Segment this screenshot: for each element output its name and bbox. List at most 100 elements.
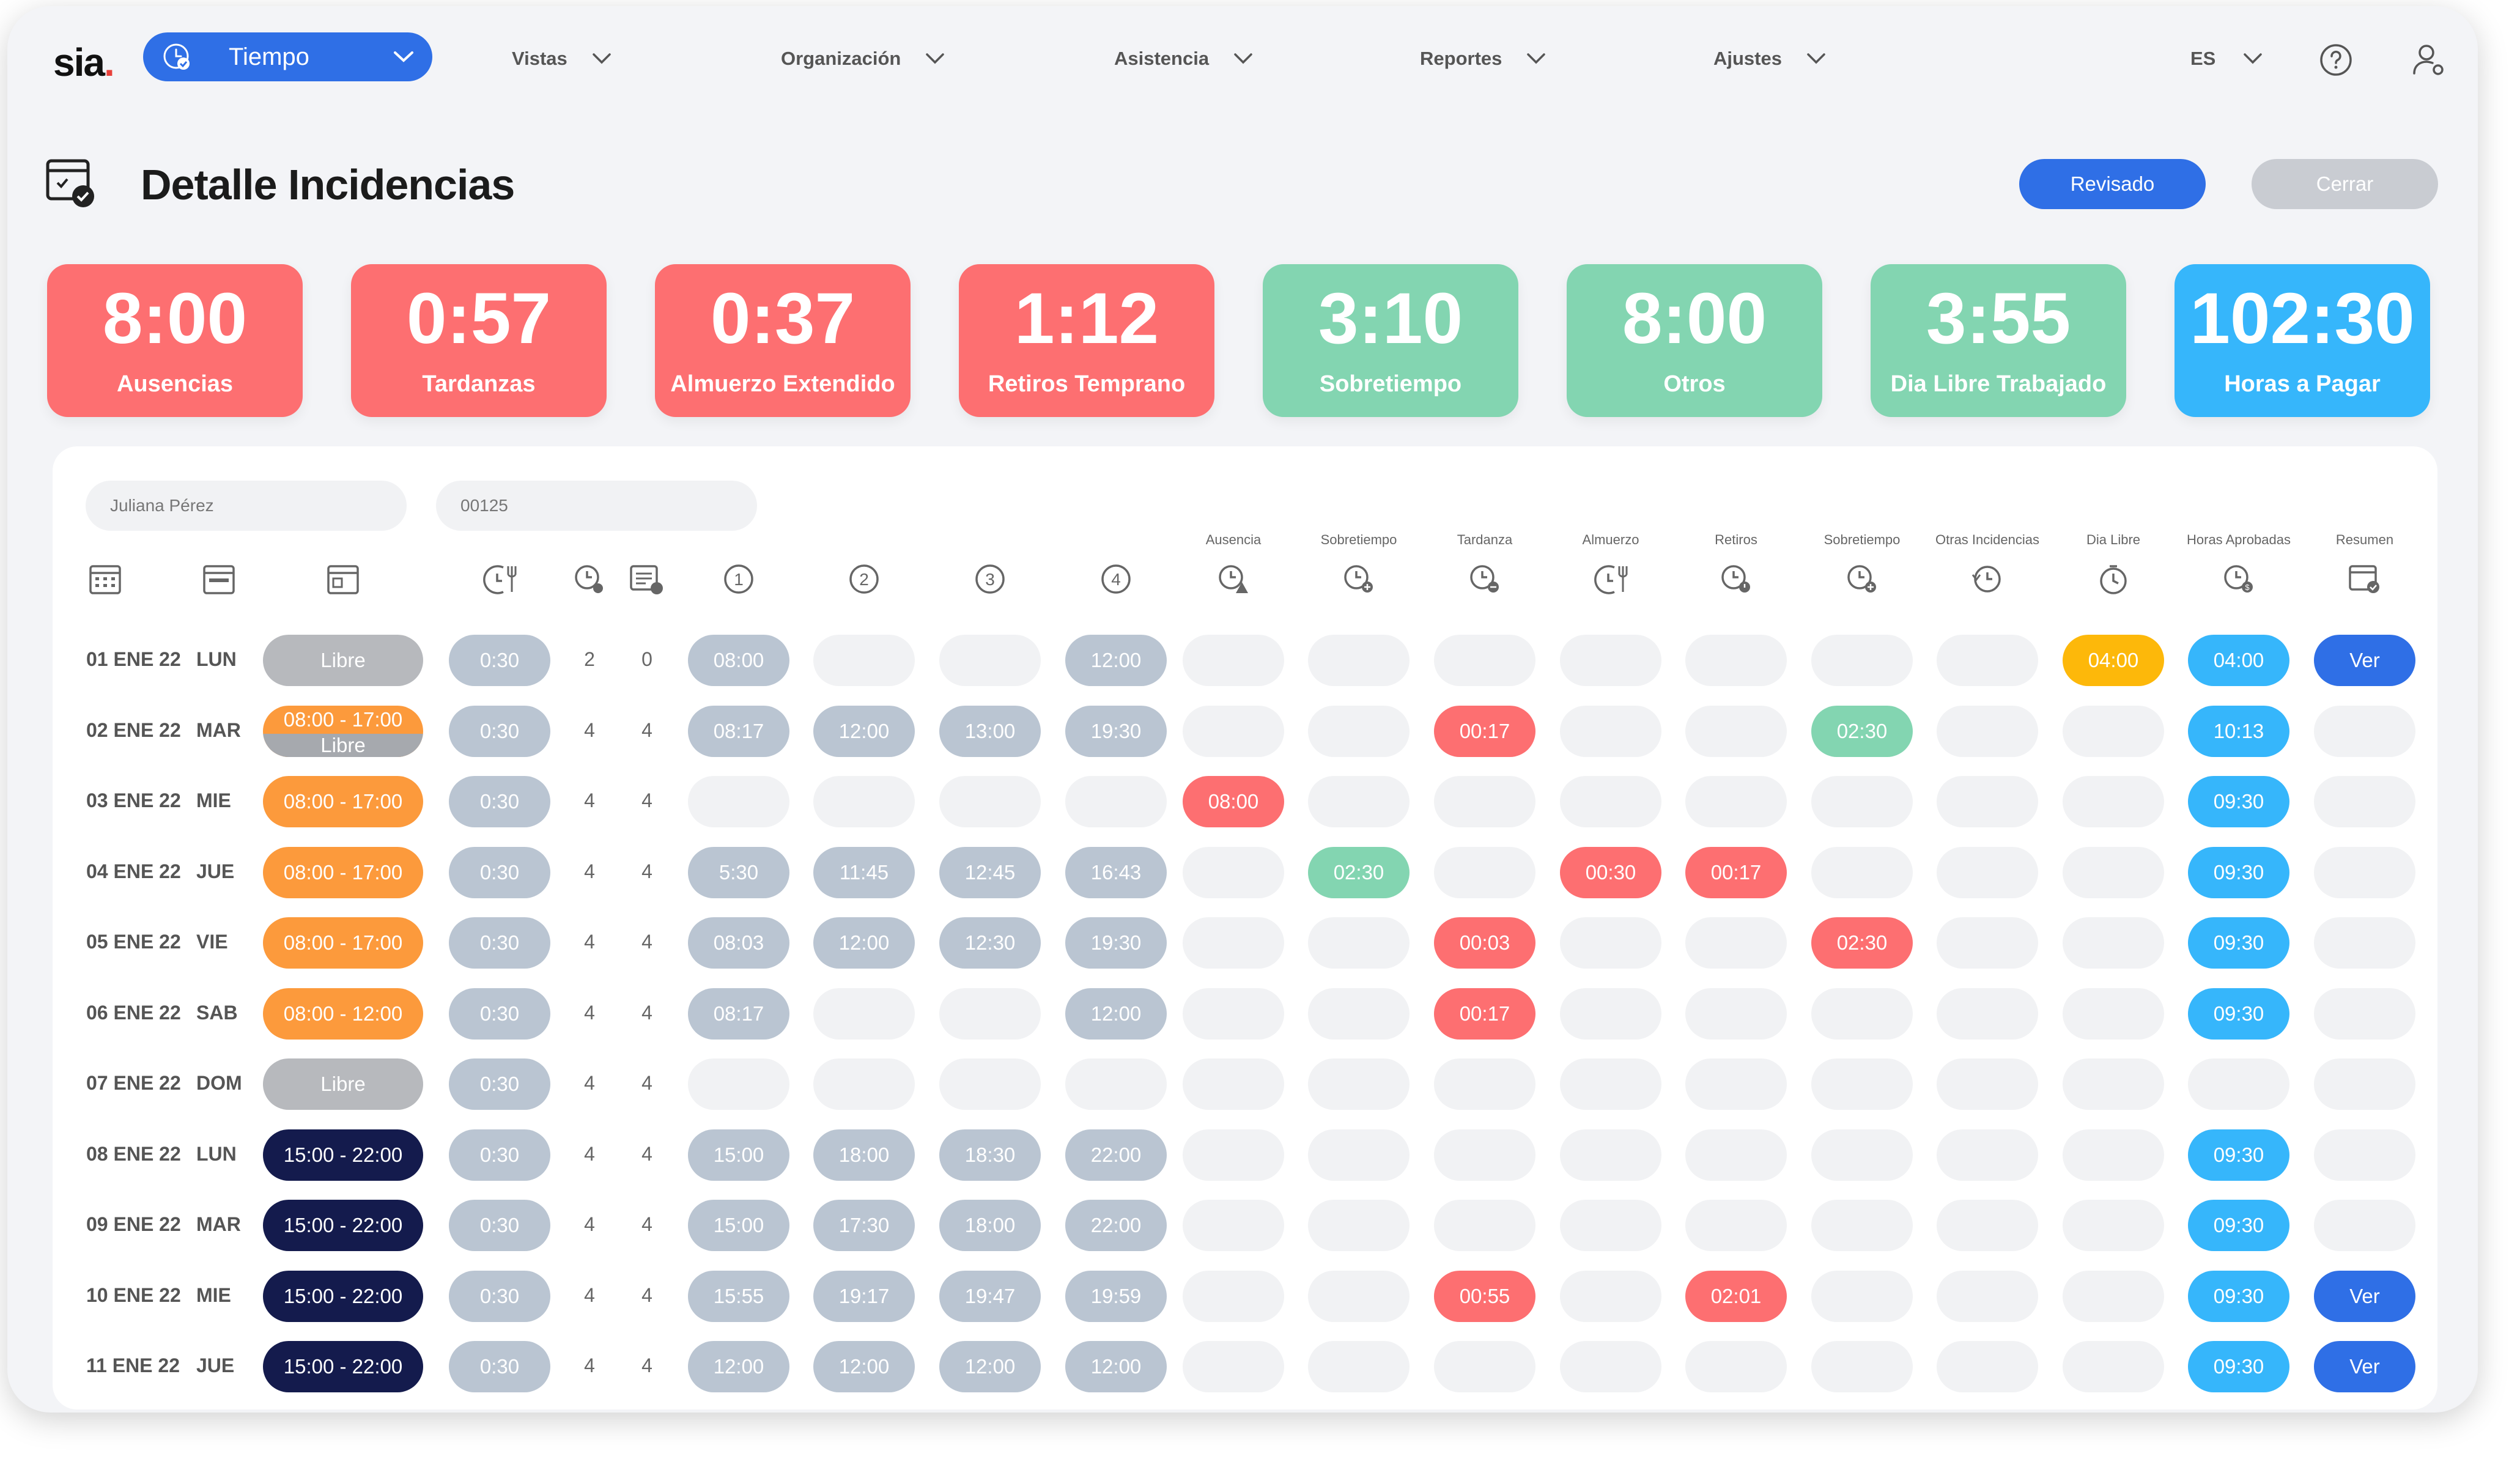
incidence-dia_libre[interactable]: 04:00: [2063, 635, 2164, 686]
clock-mark-3[interactable]: [939, 988, 1041, 1040]
incidence-sobretiempo2[interactable]: [1811, 776, 1913, 827]
incidence-dia_libre[interactable]: [2063, 988, 2164, 1040]
incidence-sobretiempo[interactable]: [1308, 1200, 1410, 1251]
incidence-tardanza[interactable]: [1434, 1129, 1535, 1181]
calendar-grid-icon[interactable]: [88, 563, 122, 596]
ver-button[interactable]: [2314, 1058, 2415, 1110]
nav-vistas[interactable]: Vistas: [512, 48, 612, 70]
incidence-otras[interactable]: [1937, 1129, 2038, 1181]
lunch-clock-icon[interactable]: [481, 563, 518, 596]
ver-button[interactable]: [2314, 988, 2415, 1040]
clock-mark-3[interactable]: 12:00: [939, 1341, 1041, 1392]
clock-warning-icon[interactable]: [1216, 563, 1251, 596]
incidence-horas[interactable]: 09:30: [2188, 988, 2289, 1040]
schedule-pill[interactable]: 15:00 - 22:00: [263, 1270, 423, 1322]
incidence-sobretiempo[interactable]: [1308, 635, 1410, 686]
incidence-otras[interactable]: [1937, 846, 2038, 898]
incidence-retiros[interactable]: [1685, 1200, 1787, 1251]
module-selector[interactable]: Tiempo: [143, 32, 432, 81]
incidence-ausencia[interactable]: [1183, 988, 1284, 1040]
incidence-otras[interactable]: [1937, 776, 2038, 827]
clock-mark-2[interactable]: [813, 776, 915, 827]
incidence-almuerzo[interactable]: [1560, 1200, 1661, 1251]
lunch-clock-icon[interactable]: [1592, 563, 1629, 596]
clock-history-icon[interactable]: [1970, 563, 2005, 596]
clock-mark-1[interactable]: [688, 776, 789, 827]
incidence-horas[interactable]: 09:30: [2188, 1200, 2289, 1251]
incidence-ausencia[interactable]: [1183, 705, 1284, 757]
incidence-otras[interactable]: [1937, 1058, 2038, 1110]
clock-mark-3[interactable]: 18:30: [939, 1129, 1041, 1181]
incidence-retiros[interactable]: 00:17: [1685, 846, 1787, 898]
incidence-sobretiempo[interactable]: [1308, 1341, 1410, 1392]
incidence-horas[interactable]: 04:00: [2188, 635, 2289, 686]
incidence-otras[interactable]: [1937, 917, 2038, 969]
incidence-ausencia[interactable]: [1183, 846, 1284, 898]
incidence-sobretiempo2[interactable]: [1811, 988, 1913, 1040]
schedule-pill[interactable]: 08:00 - 12:00: [263, 988, 423, 1040]
clock-mark-3[interactable]: [939, 1058, 1041, 1110]
clock-mark-4[interactable]: 12:00: [1065, 988, 1167, 1040]
cerrar-button[interactable]: Cerrar: [2252, 159, 2438, 209]
clock-minus-icon[interactable]: [1468, 563, 1502, 596]
incidence-tardanza[interactable]: [1434, 1200, 1535, 1251]
clock-mark-4[interactable]: 22:00: [1065, 1200, 1167, 1251]
schedule-pill[interactable]: 15:00 - 22:00: [263, 1341, 423, 1392]
schedule-pill[interactable]: Libre: [263, 1058, 423, 1110]
incidence-tardanza[interactable]: 00:17: [1434, 988, 1535, 1040]
clock-mark-2[interactable]: 12:00: [813, 1341, 915, 1392]
clock-money-icon[interactable]: $: [2222, 563, 2256, 596]
schedule-pill[interactable]: 08:00 - 17:00 Libre: [263, 705, 423, 757]
lunch-pill[interactable]: 0:30: [449, 846, 550, 898]
incidence-ausencia[interactable]: [1183, 1129, 1284, 1181]
clock-mark-2[interactable]: 12:00: [813, 917, 915, 969]
nav-ajustes[interactable]: Ajustes: [1713, 48, 1826, 70]
incidence-ausencia[interactable]: [1183, 917, 1284, 969]
incidence-horas[interactable]: 10:13: [2188, 705, 2289, 757]
incidence-retiros[interactable]: 02:01: [1685, 1270, 1787, 1322]
sia-logo[interactable]: sia.: [53, 40, 115, 84]
clock-mark-4[interactable]: [1065, 1058, 1167, 1110]
lunch-pill[interactable]: 0:30: [449, 1200, 550, 1251]
ver-button[interactable]: [2314, 917, 2415, 969]
ver-button[interactable]: Ver: [2314, 635, 2415, 686]
clock-mark-2[interactable]: 11:45: [813, 846, 915, 898]
list-clock-icon[interactable]: [629, 563, 665, 596]
clock-mark-4[interactable]: [1065, 776, 1167, 827]
clock-mark-3[interactable]: 18:00: [939, 1200, 1041, 1251]
lunch-pill[interactable]: 0:30: [449, 1129, 550, 1181]
lunch-pill[interactable]: 0:30: [449, 1270, 550, 1322]
incidence-sobretiempo[interactable]: [1308, 917, 1410, 969]
clock-mark-4[interactable]: 19:59: [1065, 1270, 1167, 1322]
incidence-ausencia[interactable]: [1183, 1200, 1284, 1251]
clock-mark-1[interactable]: 15:55: [688, 1270, 789, 1322]
calendar-check-icon[interactable]: [2348, 563, 2382, 596]
ver-button[interactable]: [2314, 1129, 2415, 1181]
incidence-horas[interactable]: 09:30: [2188, 1270, 2289, 1322]
clock-mark-4[interactable]: 16:43: [1065, 846, 1167, 898]
ver-button[interactable]: [2314, 846, 2415, 898]
lunch-pill[interactable]: 0:30: [449, 1058, 550, 1110]
summary-card-dia-libre-trabajado[interactable]: 3:55 Dia Libre Trabajado: [1871, 264, 2126, 417]
incidence-ausencia[interactable]: [1183, 635, 1284, 686]
summary-card-sobretiempo[interactable]: 3:10 Sobretiempo: [1263, 264, 1518, 417]
language-selector[interactable]: ES: [2190, 48, 2263, 70]
incidence-sobretiempo2[interactable]: 02:30: [1811, 917, 1913, 969]
incidence-horas[interactable]: 09:30: [2188, 776, 2289, 827]
incidence-sobretiempo[interactable]: [1308, 1129, 1410, 1181]
summary-card-ausencias[interactable]: 8:00 Ausencias: [47, 264, 303, 417]
incidence-dia_libre[interactable]: [2063, 1129, 2164, 1181]
clock-mark-1[interactable]: 08:17: [688, 988, 789, 1040]
incidence-sobretiempo2[interactable]: [1811, 1058, 1913, 1110]
summary-card-tardanzas[interactable]: 0:57 Tardanzas: [351, 264, 607, 417]
clock-mark-2[interactable]: 18:00: [813, 1129, 915, 1181]
lunch-pill[interactable]: 0:30: [449, 705, 550, 757]
employee-code-field[interactable]: 00125: [436, 481, 757, 531]
clock-mark-3[interactable]: [939, 635, 1041, 686]
incidence-sobretiempo[interactable]: [1308, 705, 1410, 757]
incidence-dia_libre[interactable]: [2063, 846, 2164, 898]
incidence-otras[interactable]: [1937, 705, 2038, 757]
incidence-almuerzo[interactable]: [1560, 917, 1661, 969]
incidence-ausencia[interactable]: [1183, 1341, 1284, 1392]
incidence-otras[interactable]: [1937, 635, 2038, 686]
